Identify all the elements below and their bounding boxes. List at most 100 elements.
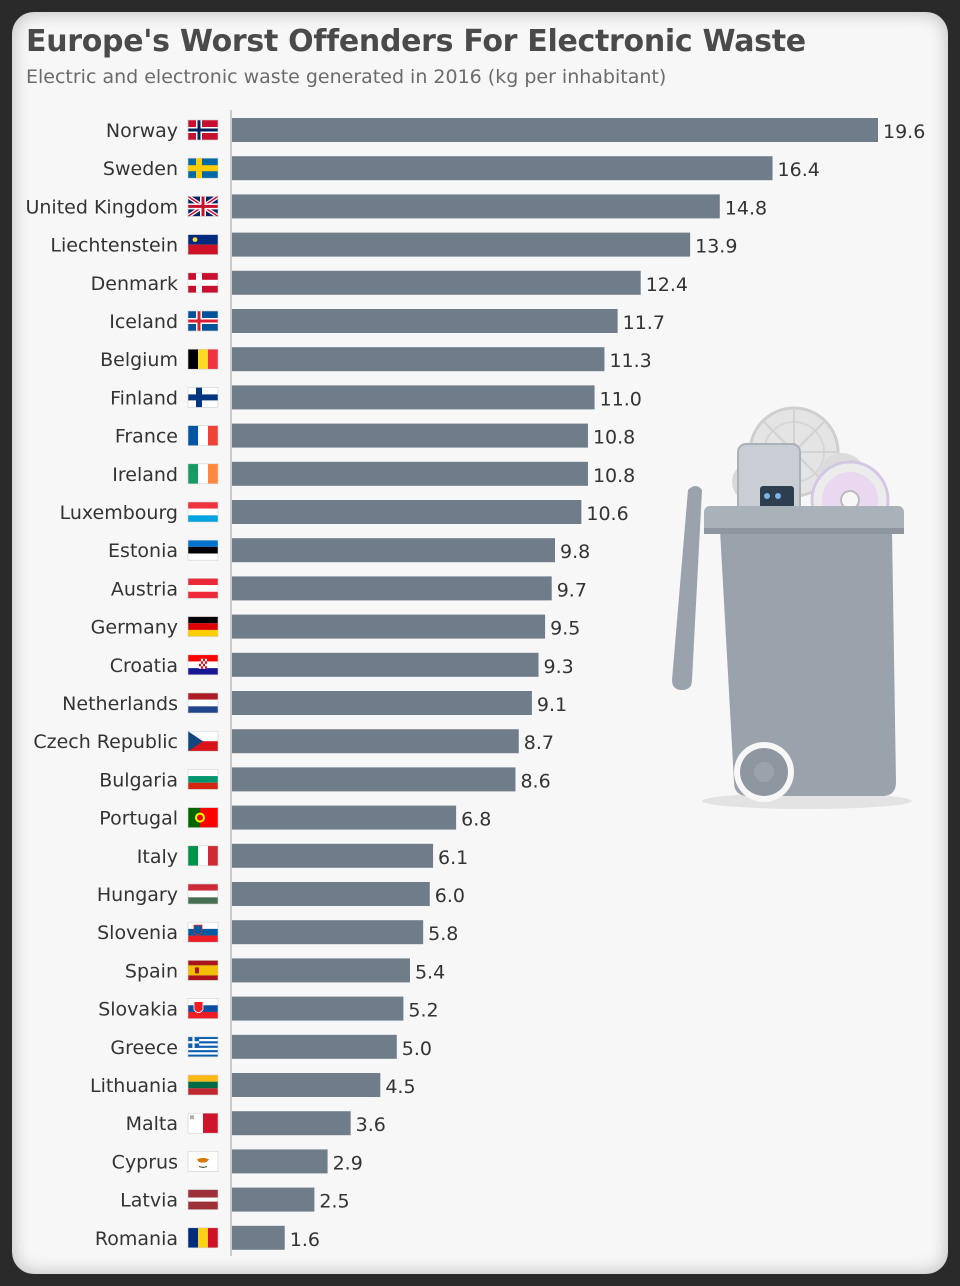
category-label: Luxembourg: [60, 502, 178, 524]
hungary-flag-icon: [187, 883, 219, 905]
bar: [232, 423, 588, 448]
bar: [232, 538, 555, 563]
bar: [232, 805, 457, 830]
category-label: Latvia: [120, 1190, 178, 1212]
bar: [232, 996, 404, 1021]
value-label: 9.5: [550, 618, 580, 640]
value-label: 9.3: [544, 656, 574, 678]
category-label: Ireland: [112, 464, 178, 486]
value-label: 9.7: [557, 579, 587, 601]
chart-title: Europe's Worst Offenders For Electronic …: [26, 24, 806, 59]
cyprus-flag-icon: [187, 1151, 219, 1172]
bar: [232, 385, 595, 410]
category-label: Malta: [126, 1113, 178, 1135]
bar: [232, 232, 691, 257]
bar: [232, 1073, 381, 1097]
bar: [232, 1149, 328, 1174]
bar: [232, 958, 410, 983]
value-label: 14.8: [725, 197, 767, 219]
value-label: 6.1: [438, 847, 468, 869]
germany-flag-icon: [187, 616, 219, 637]
category-label: Italy: [137, 846, 178, 868]
bar: [232, 1225, 285, 1250]
bar: [232, 729, 519, 754]
denmark-flag-icon: [187, 272, 219, 294]
value-label: 10.8: [593, 427, 635, 449]
value-label: 3.6: [356, 1114, 386, 1136]
bar: [232, 1111, 351, 1136]
category-label: Norway: [106, 120, 178, 142]
spain-flag-icon: [187, 960, 219, 981]
value-label: 5.4: [415, 961, 445, 983]
category-label: Portugal: [99, 808, 178, 830]
bar: [232, 767, 516, 792]
croatia-flag-icon: [187, 654, 219, 676]
bar: [232, 118, 878, 142]
value-label: 11.7: [623, 312, 665, 334]
value-label: 6.0: [435, 885, 465, 907]
category-label: Finland: [110, 387, 178, 409]
bar: [232, 1034, 397, 1059]
value-label: 2.5: [319, 1191, 349, 1213]
value-label: 10.8: [593, 465, 635, 487]
category-label: Estonia: [108, 540, 178, 562]
value-label: 2.9: [333, 1152, 363, 1174]
category-label: Czech Republic: [33, 731, 178, 753]
luxembourg-flag-icon: [187, 501, 219, 523]
latvia-flag-icon: [187, 1189, 219, 1210]
value-label: 9.1: [537, 694, 567, 716]
category-label: Croatia: [110, 655, 178, 677]
value-label: 5.2: [408, 1000, 438, 1022]
category-label: Sweden: [103, 158, 178, 180]
bar: [232, 194, 720, 219]
bar: [232, 882, 430, 906]
slovakia-flag-icon: [187, 998, 219, 1019]
category-label: Slovakia: [98, 999, 178, 1021]
value-label: 16.4: [778, 159, 820, 181]
category-label: Hungary: [97, 884, 178, 906]
austria-flag-icon: [187, 578, 219, 599]
trash-bin-icon: [672, 406, 912, 809]
category-label: Netherlands: [62, 693, 178, 715]
category-label: Bulgaria: [99, 769, 178, 791]
iceland-flag-icon: [187, 310, 219, 332]
value-label: 12.4: [646, 274, 688, 296]
chart-card: Europe's Worst Offenders For Electronic …: [12, 12, 948, 1274]
bar-chart: Norway 19.6 Sweden 16.4 United Kingdom 14.8 Li…: [25, 110, 925, 1256]
ireland-flag-icon: [187, 463, 219, 485]
category-label: France: [115, 426, 178, 448]
bars-group: Norway 19.6 Sweden 16.4 United Kingdom 14.8 Li…: [25, 118, 925, 1251]
belgium-flag-icon: [187, 348, 219, 370]
value-label: 4.5: [385, 1076, 415, 1098]
france-flag-icon: [187, 425, 219, 446]
bar: [232, 461, 588, 486]
value-label: 11.3: [609, 350, 651, 372]
czech-republic-flag-icon: [187, 730, 219, 752]
category-label: Spain: [125, 960, 178, 982]
romania-flag-icon: [187, 1227, 219, 1249]
category-label: Denmark: [91, 273, 178, 295]
value-label: 9.8: [560, 541, 590, 563]
category-label: United Kingdom: [25, 196, 178, 218]
value-label: 1.6: [290, 1229, 320, 1251]
bar: [232, 614, 546, 639]
value-label: 5.8: [428, 923, 458, 945]
category-label: Liechtenstein: [50, 235, 178, 257]
bar: [232, 347, 605, 372]
category-label: Germany: [91, 617, 178, 639]
value-label: 8.6: [520, 770, 550, 792]
norway-flag-icon: [187, 119, 219, 141]
lithuania-flag-icon: [187, 1074, 219, 1096]
category-label: Slovenia: [97, 922, 178, 944]
value-label: 11.0: [600, 388, 642, 410]
value-label: 13.9: [695, 236, 737, 258]
category-label: Iceland: [109, 311, 178, 333]
netherlands-flag-icon: [187, 692, 219, 714]
bulgaria-flag-icon: [187, 769, 219, 790]
category-label: Lithuania: [90, 1075, 178, 1097]
bar: [232, 920, 424, 945]
bar: [232, 309, 618, 333]
italy-flag-icon: [187, 845, 219, 867]
finland-flag-icon: [187, 387, 219, 408]
